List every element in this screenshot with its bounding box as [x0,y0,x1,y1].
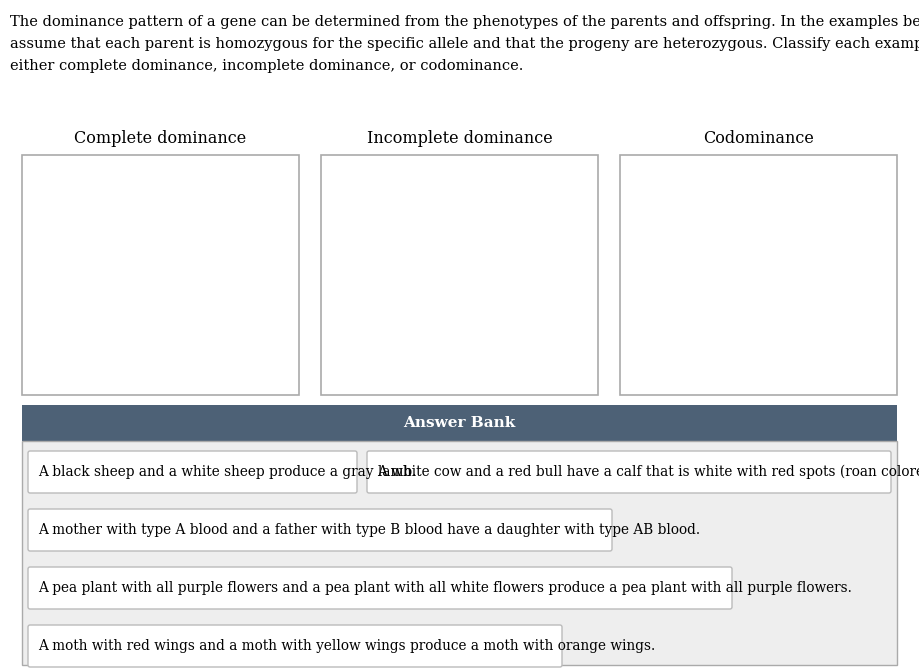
FancyBboxPatch shape [22,441,897,665]
Text: A pea plant with all purple flowers and a pea plant with all white flowers produ: A pea plant with all purple flowers and … [38,581,852,595]
FancyBboxPatch shape [22,155,299,395]
FancyBboxPatch shape [22,405,897,441]
Text: Incomplete dominance: Incomplete dominance [367,130,552,147]
Text: Answer Bank: Answer Bank [403,416,516,430]
Text: either complete dominance, incomplete dominance, or codominance.: either complete dominance, incomplete do… [10,59,524,73]
FancyBboxPatch shape [28,509,612,551]
FancyBboxPatch shape [620,155,897,395]
Text: A moth with red wings and a moth with yellow wings produce a moth with orange wi: A moth with red wings and a moth with ye… [38,639,655,653]
Text: The dominance pattern of a gene can be determined from the phenotypes of the par: The dominance pattern of a gene can be d… [10,15,919,29]
Text: A mother with type A blood and a father with type B blood have a daughter with t: A mother with type A blood and a father … [38,523,700,537]
Text: A white cow and a red bull have a calf that is white with red spots (roan colore: A white cow and a red bull have a calf t… [377,465,919,479]
Text: Complete dominance: Complete dominance [74,130,246,147]
Text: Codominance: Codominance [703,130,814,147]
Text: A black sheep and a white sheep produce a gray lamb.: A black sheep and a white sheep produce … [38,465,416,479]
FancyBboxPatch shape [367,451,891,493]
FancyBboxPatch shape [28,625,562,667]
Text: assume that each parent is homozygous for the specific allele and that the proge: assume that each parent is homozygous fo… [10,37,919,51]
FancyBboxPatch shape [28,567,732,609]
FancyBboxPatch shape [28,451,357,493]
FancyBboxPatch shape [321,155,598,395]
